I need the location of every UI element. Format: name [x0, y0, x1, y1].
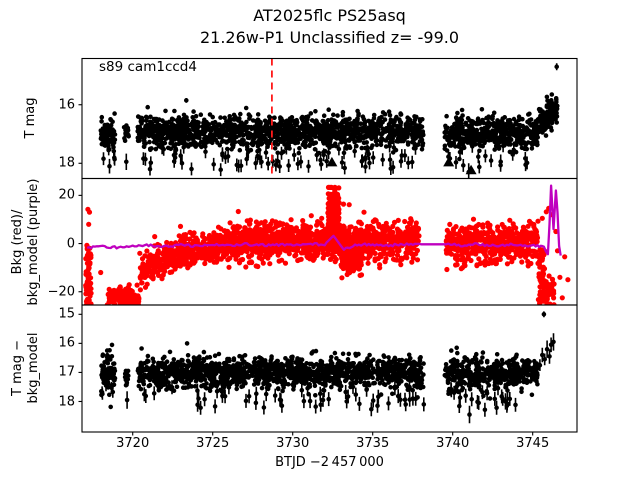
x-tick-label-3725: 3725 [196, 436, 230, 451]
xlabel-btjd: BTJD −2 457 000 [275, 455, 384, 470]
x-tick-label-3735: 3735 [356, 436, 390, 451]
ylabel-bkg-line2: bkg_model (purple) [26, 178, 41, 306]
y3-tick-label-17: 17 [58, 364, 75, 380]
y2-tick-label-0: 0 [66, 236, 75, 252]
y2-tick-label-20: 20 [58, 187, 75, 203]
x-tick-label-3745: 3745 [516, 436, 550, 451]
x-tick-label-3740: 3740 [436, 436, 470, 451]
y2-tick-label-neg20: −20 [47, 284, 75, 300]
ylabel-bot-line1: T mag − [10, 340, 25, 396]
x-tick-label-3720: 3720 [116, 436, 150, 451]
figure-subtitle: 21.26w-P1 Unclassified z= -99.0 [199, 28, 460, 47]
ylabel-tmag-minus-bkg: T mag − bkg_model [10, 293, 42, 443]
y1-tick-label-16: 16 [58, 97, 75, 113]
ylabel-bkg-line1: Bkg (red)/ [10, 209, 25, 275]
ylabel-bot-line2: bkg_model [26, 332, 41, 404]
y1-tick-label-18: 18 [58, 155, 75, 171]
figure-title: AT2025flc PS25asq [253, 6, 406, 25]
y3-tick-label-15: 15 [58, 306, 75, 322]
y3-tick-label-18: 18 [58, 394, 75, 409]
camera-sector-label: s89 cam1ccd4 [99, 59, 197, 75]
y3-tick-label-16: 16 [58, 335, 75, 351]
x-tick-label-3730: 3730 [276, 436, 310, 451]
